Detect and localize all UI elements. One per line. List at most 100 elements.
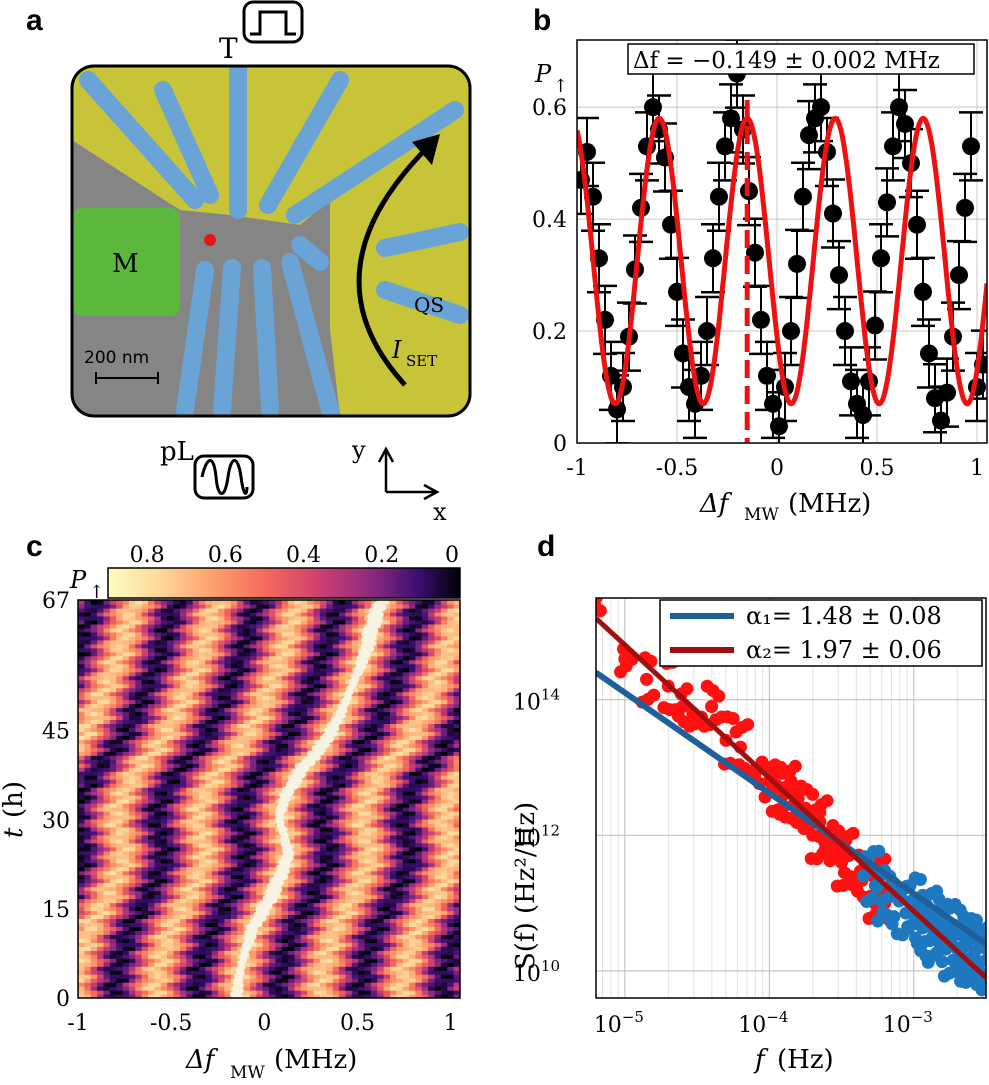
c-heat-cell: [345, 755, 353, 760]
c-heat-cell: [288, 814, 296, 820]
c-heat-cell: [428, 866, 436, 872]
c-heat-cell: [186, 870, 194, 876]
c-heat-cell: [122, 958, 130, 963]
c-heat-cell: [262, 759, 270, 764]
c-heat-cell: [453, 747, 460, 752]
c-heat-cell: [377, 982, 385, 987]
c-heat-cell: [294, 954, 302, 959]
c-heat-cell: [319, 894, 327, 900]
c-heat-cell: [447, 906, 455, 912]
c-heat-cell: [326, 715, 334, 720]
c-heat-cell: [243, 990, 251, 995]
c-heat-cell: [256, 715, 264, 720]
c-heat-cell: [141, 779, 149, 784]
c-heat-cell: [281, 978, 289, 983]
c-heat-cell: [415, 942, 423, 947]
c-heat-cell: [288, 922, 296, 927]
c-heat-cell: [281, 735, 289, 740]
c-heat-cell: [103, 723, 111, 728]
c-heat-cell: [186, 842, 194, 848]
c-heat-cell: [269, 946, 276, 951]
c-heat-cell: [192, 982, 200, 987]
c-heat-cell: [167, 727, 175, 732]
c-heat-cell: [128, 994, 136, 998]
c-heat-cell: [313, 799, 321, 804]
c-heat-cell: [345, 842, 353, 848]
c-heat-cell: [199, 922, 206, 927]
c-heat-cell: [122, 934, 130, 939]
c-heat-cell: [199, 747, 206, 752]
c-heat-cell: [160, 687, 168, 693]
c-heat-cell: [409, 695, 417, 701]
c-heat-cell: [141, 882, 149, 888]
c-heat-cell: [300, 779, 308, 784]
c-heat-cell: [256, 890, 264, 896]
c-heat-cell: [345, 890, 353, 896]
c-heat-cell: [128, 767, 136, 772]
c-heat-cell: [447, 974, 455, 979]
c-heat-cell: [275, 775, 283, 780]
c-heat-cell: [90, 862, 98, 868]
c-heat-cell: [447, 814, 455, 820]
c-heat-cell: [383, 874, 391, 880]
c-heat-cell: [390, 803, 397, 808]
c-heat-cell: [434, 795, 442, 800]
c-heat-cell: [148, 739, 155, 744]
c-heat-cell: [288, 759, 296, 764]
c-heat-cell: [78, 727, 85, 732]
c-heat-cell: [186, 779, 194, 784]
c-heat-cell: [148, 711, 155, 716]
c-heat-cell: [237, 767, 245, 772]
c-heat-cell: [332, 747, 340, 752]
c-heat-cell: [319, 755, 327, 760]
c-heat-cell: [300, 795, 308, 800]
c-heat-cell: [262, 795, 270, 800]
c-heat-cell: [402, 866, 410, 872]
label-qs: QS: [414, 293, 444, 317]
c-heat-cell: [326, 886, 334, 892]
c-heat-cell: [148, 914, 155, 919]
c-heat-cell: [288, 946, 296, 951]
c-heat-cell: [243, 735, 251, 740]
c-heat-cell: [237, 842, 245, 848]
c-heat-cell: [421, 807, 429, 812]
c-heat-cell: [294, 854, 302, 860]
c-heat-cell: [84, 747, 92, 752]
c-heat-cell: [351, 703, 359, 709]
c-heat-cell: [332, 807, 340, 812]
c-heat-cell: [269, 691, 276, 697]
c-heat-cell: [97, 795, 105, 800]
c-heat-cell: [440, 826, 448, 832]
c-heat-cell: [390, 727, 397, 732]
c-heat-cell: [440, 779, 448, 784]
c-heat-cell: [421, 870, 429, 876]
c-heat-cell: [192, 779, 200, 784]
c-heat-cell: [249, 838, 257, 844]
c-heat-cell: [434, 751, 442, 756]
c-heat-cell: [281, 974, 289, 979]
c-heat-cell: [135, 810, 143, 816]
c-heat-cell: [103, 942, 111, 947]
c-heat-cell: [351, 874, 359, 880]
c-heat-cell: [262, 930, 270, 935]
c-heat-cell: [377, 691, 385, 697]
c-heat-cell: [345, 707, 353, 713]
c-heat-cell: [243, 775, 251, 780]
c-heat-cell: [428, 902, 436, 908]
c-heat-cell: [116, 795, 124, 800]
c-heat-cell: [224, 814, 232, 820]
c-heat-cell: [90, 818, 98, 824]
c-heat-cell: [275, 735, 283, 740]
c-heat-cell: [192, 711, 200, 716]
c-heat-cell: [237, 719, 245, 724]
c-heat-cell: [192, 759, 200, 764]
c-heat-cell: [141, 866, 149, 872]
c-heat-cell: [402, 751, 410, 756]
c-heat-cell: [116, 986, 124, 991]
c-heat-cell: [148, 834, 155, 840]
c-heat-cell: [78, 830, 85, 836]
c-heat-cell: [415, 874, 423, 880]
c-heat-cell: [154, 735, 162, 740]
c-heat-cell: [148, 695, 155, 701]
c-heat-cell: [160, 810, 168, 816]
